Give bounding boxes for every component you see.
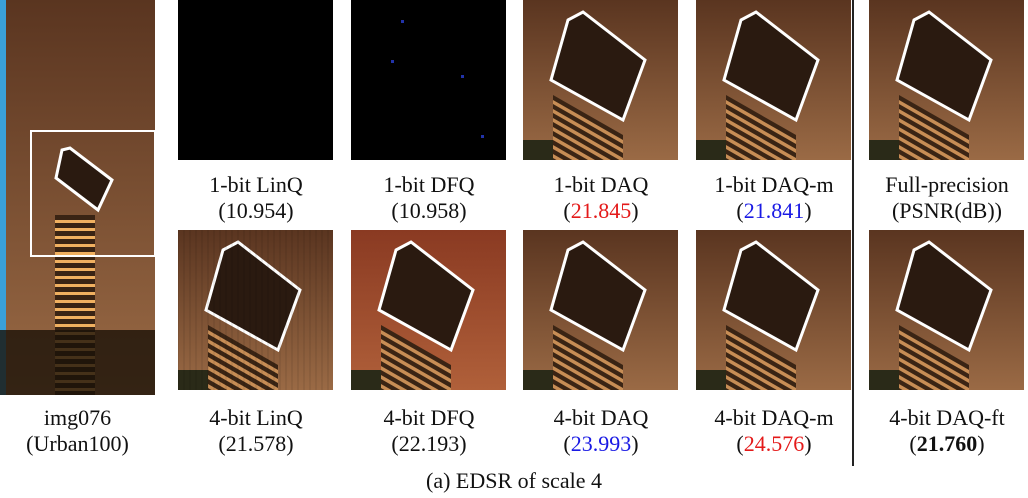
method-label: 4-bit DAQ-m bbox=[689, 405, 859, 431]
psnr-value: 21.760 bbox=[917, 431, 978, 456]
method-label: 4-bit DFQ bbox=[344, 405, 514, 431]
stripe bbox=[55, 244, 95, 247]
dataset-name: (Urban100) bbox=[0, 431, 155, 457]
foreground bbox=[178, 370, 208, 390]
panel-caption: Full-precision(PSNR(dB)) bbox=[862, 172, 1028, 224]
psnr-text: ( bbox=[563, 431, 570, 456]
psnr-text: (21.578) bbox=[218, 431, 293, 456]
method-label: 4-bit DAQ-ft bbox=[862, 405, 1028, 431]
psnr-line: (21.760) bbox=[862, 431, 1028, 457]
thumbnail bbox=[351, 0, 506, 160]
panel-caption: 4-bit DAQ-ft(21.760) bbox=[862, 405, 1028, 457]
noise-dot bbox=[391, 60, 394, 63]
thumbnail bbox=[178, 230, 333, 390]
stripe bbox=[55, 236, 95, 239]
panel-caption: 4-bit DAQ-m(24.576) bbox=[689, 405, 859, 457]
stripe bbox=[55, 252, 95, 255]
thumbnail bbox=[178, 0, 333, 160]
panel-caption: 4-bit DAQ(23.993) bbox=[516, 405, 686, 457]
thumbnail bbox=[523, 0, 678, 160]
foreground bbox=[351, 370, 381, 390]
psnr-line: (10.958) bbox=[344, 198, 514, 224]
stripe bbox=[55, 292, 95, 295]
stripe bbox=[55, 316, 95, 319]
divider bbox=[852, 0, 854, 466]
psnr-text: (22.193) bbox=[391, 431, 466, 456]
psnr-value: 23.993 bbox=[571, 431, 632, 456]
method-label: 1-bit DAQ bbox=[516, 172, 686, 198]
psnr-line: (24.576) bbox=[689, 431, 859, 457]
psnr-text: (PSNR(dB)) bbox=[892, 198, 1002, 223]
thumbnail bbox=[523, 230, 678, 390]
psnr-line: (22.193) bbox=[344, 431, 514, 457]
psnr-line: (21.578) bbox=[171, 431, 341, 457]
method-label: 1-bit DFQ bbox=[344, 172, 514, 198]
ground bbox=[0, 330, 155, 395]
source-caption: img076 (Urban100) bbox=[0, 405, 155, 457]
image-name: img076 bbox=[0, 405, 155, 431]
psnr-text: (10.954) bbox=[218, 198, 293, 223]
thumbnail bbox=[869, 230, 1024, 390]
panel-caption: 1-bit DAQ(21.845) bbox=[516, 172, 686, 224]
stripe bbox=[55, 300, 95, 303]
thumbnail bbox=[696, 230, 851, 390]
psnr-text: ( bbox=[909, 431, 916, 456]
psnr-text: ) bbox=[804, 431, 811, 456]
psnr-text: (10.958) bbox=[391, 198, 466, 223]
psnr-line: (23.993) bbox=[516, 431, 686, 457]
panel-caption: 4-bit DFQ(22.193) bbox=[344, 405, 514, 457]
stripe bbox=[55, 284, 95, 287]
thumbnail bbox=[696, 0, 851, 160]
stripe bbox=[55, 260, 95, 263]
panel-caption: 4-bit LinQ(21.578) bbox=[171, 405, 341, 457]
thumbnail bbox=[351, 230, 506, 390]
thumbnail bbox=[869, 0, 1024, 160]
method-label: 1-bit DAQ-m bbox=[689, 172, 859, 198]
method-label: 4-bit LinQ bbox=[171, 405, 341, 431]
psnr-value: 24.576 bbox=[744, 431, 805, 456]
panel-caption: 1-bit LinQ(10.954) bbox=[171, 172, 341, 224]
psnr-value: 21.841 bbox=[744, 198, 805, 223]
stripe bbox=[55, 324, 95, 327]
stripe bbox=[55, 268, 95, 271]
psnr-value: 21.845 bbox=[571, 198, 632, 223]
stripe bbox=[55, 308, 95, 311]
thumbnail bbox=[0, 0, 155, 395]
stripe bbox=[55, 276, 95, 279]
psnr-line: (21.841) bbox=[689, 198, 859, 224]
panel-caption: 1-bit DFQ(10.958) bbox=[344, 172, 514, 224]
noise-dot bbox=[481, 135, 484, 138]
psnr-line: (21.845) bbox=[516, 198, 686, 224]
figure-caption: (a) EDSR of scale 4 bbox=[314, 468, 714, 494]
stripe bbox=[55, 228, 95, 231]
noise-dot bbox=[401, 20, 404, 23]
figure: img076 (Urban100) (a) EDSR of scale 4 1-… bbox=[0, 0, 1028, 498]
background bbox=[178, 0, 333, 160]
method-label: 1-bit LinQ bbox=[171, 172, 341, 198]
foreground bbox=[869, 370, 899, 390]
foreground bbox=[696, 370, 726, 390]
psnr-text: ) bbox=[804, 198, 811, 223]
psnr-text: ( bbox=[563, 198, 570, 223]
psnr-text: ) bbox=[977, 431, 984, 456]
psnr-text: ) bbox=[631, 431, 638, 456]
foreground bbox=[523, 370, 553, 390]
method-label: 4-bit DAQ bbox=[516, 405, 686, 431]
psnr-text: ( bbox=[736, 198, 743, 223]
foreground bbox=[869, 140, 899, 160]
noise-dot bbox=[461, 75, 464, 78]
psnr-line: (PSNR(dB)) bbox=[862, 198, 1028, 224]
foreground bbox=[523, 140, 553, 160]
method-label: Full-precision bbox=[862, 172, 1028, 198]
stripe bbox=[55, 220, 95, 223]
foreground bbox=[696, 140, 726, 160]
psnr-text: ( bbox=[736, 431, 743, 456]
psnr-line: (10.954) bbox=[171, 198, 341, 224]
psnr-text: ) bbox=[631, 198, 638, 223]
panel-caption: 1-bit DAQ-m(21.841) bbox=[689, 172, 859, 224]
